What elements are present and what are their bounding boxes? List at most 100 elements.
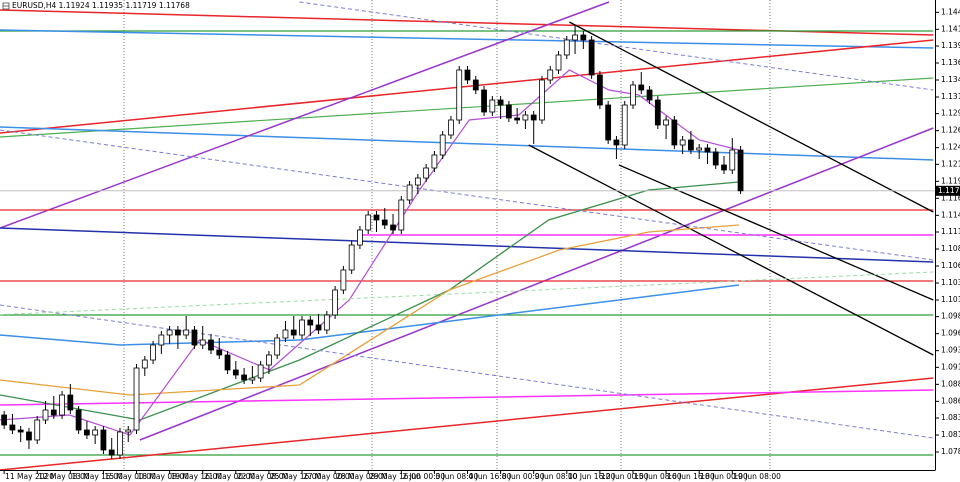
candle-body [158, 334, 165, 346]
candle-body [721, 164, 727, 171]
candle-body [547, 69, 554, 81]
candle-body [299, 319, 305, 336]
candle-body [423, 167, 430, 179]
candle-body [282, 329, 289, 339]
candle-body [530, 114, 537, 121]
candle-body [199, 339, 206, 346]
y-tick-label: 1.12670 [941, 126, 960, 135]
candle-body [373, 214, 380, 221]
candle-body [257, 364, 264, 379]
candle-body [580, 34, 587, 41]
overlay-line [568, 21, 934, 213]
candle-body [563, 39, 570, 56]
candle-body [59, 394, 65, 416]
candle-body [224, 354, 231, 371]
y-tick-label: 1.09120 [941, 362, 960, 371]
x-tick-label: 2 Jun 00:00 [402, 472, 445, 481]
x-tick-label: 28 May 08:00 [336, 472, 388, 481]
x-tick-label: 13 May 16:00 [71, 472, 123, 481]
candle-body [208, 339, 214, 351]
last-price-label: 1.11768 [938, 186, 960, 195]
y-tick-label: 1.12925 [941, 109, 960, 118]
x-tick-label: 9 Jun 08:00 [535, 472, 578, 481]
x-tick-label: 12 Jun 00:00 [601, 472, 649, 481]
y-tick-label: 1.11655 [941, 193, 960, 202]
y-tick-label: 1.11910 [941, 176, 960, 185]
y-tick-label: 1.14190 [941, 24, 960, 33]
title-group: EURUSD,H4 1.11924 1.11935 1.11719 1.1176… [2, 1, 190, 10]
overlay-line [0, 304, 934, 439]
overlay-line [0, 227, 934, 263]
candle-body [696, 147, 703, 151]
candle-body [704, 147, 711, 153]
y-tick-label: 1.09880 [941, 312, 960, 321]
candle-body [414, 177, 421, 186]
candle-body [489, 99, 496, 113]
y-tick-label: 1.10130 [941, 295, 960, 304]
x-tick-label: 27 May 00:00 [303, 472, 355, 481]
overlay-line [528, 144, 934, 356]
overlay-line [0, 284, 739, 346]
candle-body [83, 429, 90, 436]
candle-body [332, 289, 338, 316]
candle-body [92, 429, 99, 436]
period-separators [123, 0, 771, 470]
y-tick-label: 1.13685 [941, 58, 960, 67]
candle-body [117, 431, 123, 456]
candle-body [357, 229, 363, 246]
candle-body [340, 269, 347, 291]
y-tick-label: 1.12415 [941, 143, 960, 152]
candle-body [646, 89, 653, 101]
candle-body [448, 119, 454, 136]
candle-body [514, 117, 521, 121]
candle-body [638, 84, 645, 91]
candle-body [597, 74, 603, 106]
y-tick-label: 1.10895 [941, 244, 960, 253]
overlay-line [0, 389, 934, 406]
candle-body [464, 69, 471, 81]
y-tick-label: 1.09625 [941, 329, 960, 338]
candle-body [266, 354, 272, 366]
candle-body [1, 414, 8, 426]
candle-body [497, 99, 504, 106]
x-tick-label: 12 May 08:00 [38, 472, 90, 481]
candle-body [406, 184, 413, 201]
last-price-box [936, 185, 960, 196]
candle-body [539, 79, 545, 121]
y-tick-label: 1.08865 [941, 379, 960, 388]
candle-body [679, 139, 686, 146]
candle-body [572, 34, 578, 41]
candle-body [613, 139, 620, 146]
candle-body [125, 429, 132, 433]
candle-body [505, 104, 512, 119]
x-tick-label: 19 Jun 08:00 [733, 472, 781, 481]
x-tick-label: 18 Jun 00:00 [700, 472, 748, 481]
candle-body [307, 319, 314, 326]
chart-title: EURUSD,H4 1.11924 1.11935 1.11719 1.1176… [12, 1, 190, 10]
y-tick-label: 1.13940 [941, 41, 960, 50]
x-tick-label: 15 Jun 08:00 [634, 472, 682, 481]
candle-body [166, 329, 173, 336]
candle-body [481, 89, 487, 113]
overlay-line [0, 126, 934, 161]
overlay-line [139, 127, 934, 441]
candle-body [621, 104, 628, 146]
candle-body [9, 424, 16, 431]
y-tick-label: 1.08105 [941, 430, 960, 439]
y-tick-label: 1.08360 [941, 413, 960, 422]
candle-body [431, 154, 438, 169]
overlay-line [0, 39, 934, 134]
x-tick-label: 19 May 16:00 [171, 472, 223, 481]
candle-body [50, 409, 57, 416]
candle-body [365, 214, 372, 231]
candle-body [75, 409, 82, 431]
x-tick-label: 25 May 16:00 [270, 472, 322, 481]
y-tick-label: 1.09370 [941, 346, 960, 355]
candle-body [183, 329, 190, 336]
candle-body [249, 377, 256, 381]
candle-body [630, 84, 636, 106]
candle-body [472, 79, 479, 91]
x-tick-label: 8 Jun 00:00 [502, 472, 545, 481]
y-tick-label: 1.07850 [941, 447, 960, 456]
